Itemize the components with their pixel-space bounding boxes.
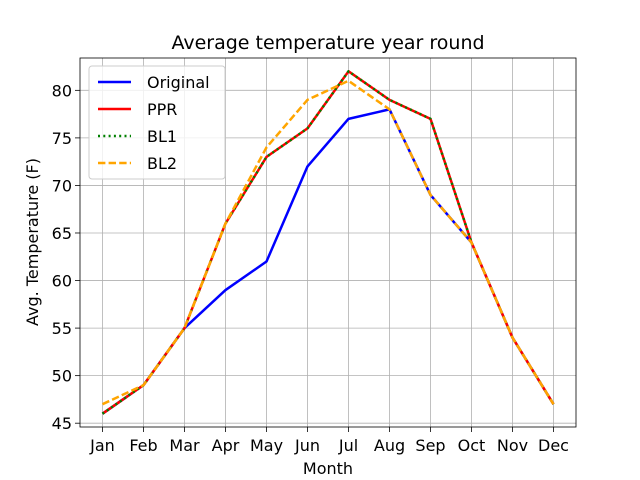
legend-label-bl1: BL1	[147, 127, 177, 146]
x-tick-label: Dec	[538, 436, 569, 455]
y-tick-label: 45	[52, 414, 72, 433]
y-tick-label: 80	[52, 81, 72, 100]
y-tick-label: 50	[52, 367, 72, 386]
x-tick-label: Feb	[129, 436, 157, 455]
plot-frame	[79, 57, 577, 428]
series-line-bl2	[101, 79, 555, 406]
x-tick-label: Jun	[294, 436, 320, 455]
series-lines	[101, 70, 555, 415]
legend: Original PPR BL1 BL2	[88, 65, 226, 180]
legend-label-ppr: PPR	[147, 100, 177, 119]
legend-label-original: Original	[147, 73, 210, 92]
y-tick-label: 60	[52, 272, 72, 291]
legend-box	[88, 65, 226, 180]
x-axis: Jan Feb Mar Apr May Jun Jul Aug Sep Oct Nov Dec	[89, 427, 569, 455]
grid	[80, 58, 576, 427]
chart-title: Average temperature year round	[171, 32, 484, 54]
x-tick-label: Jan	[89, 436, 115, 455]
y-axis-title: Avg. Temperature (F)	[23, 158, 42, 326]
y-tick-label: 55	[52, 319, 72, 338]
x-tick-label: Jul	[338, 436, 358, 455]
x-tick-label: Mar	[169, 436, 200, 455]
y-tick-label: 75	[52, 129, 72, 148]
legend-label-bl2: BL2	[147, 154, 177, 173]
x-tick-label: Nov	[497, 436, 528, 455]
x-tick-label: Oct	[458, 436, 486, 455]
x-tick-label: May	[250, 436, 283, 455]
y-tick-label: 70	[52, 176, 72, 195]
y-axis: 45 50 55 60 65 70 75 80	[52, 81, 80, 433]
x-tick-label: Apr	[212, 436, 240, 455]
y-tick-label: 65	[52, 224, 72, 243]
x-axis-title: Month	[303, 459, 353, 478]
x-tick-label: Sep	[415, 436, 445, 455]
x-tick-label: Aug	[374, 436, 405, 455]
